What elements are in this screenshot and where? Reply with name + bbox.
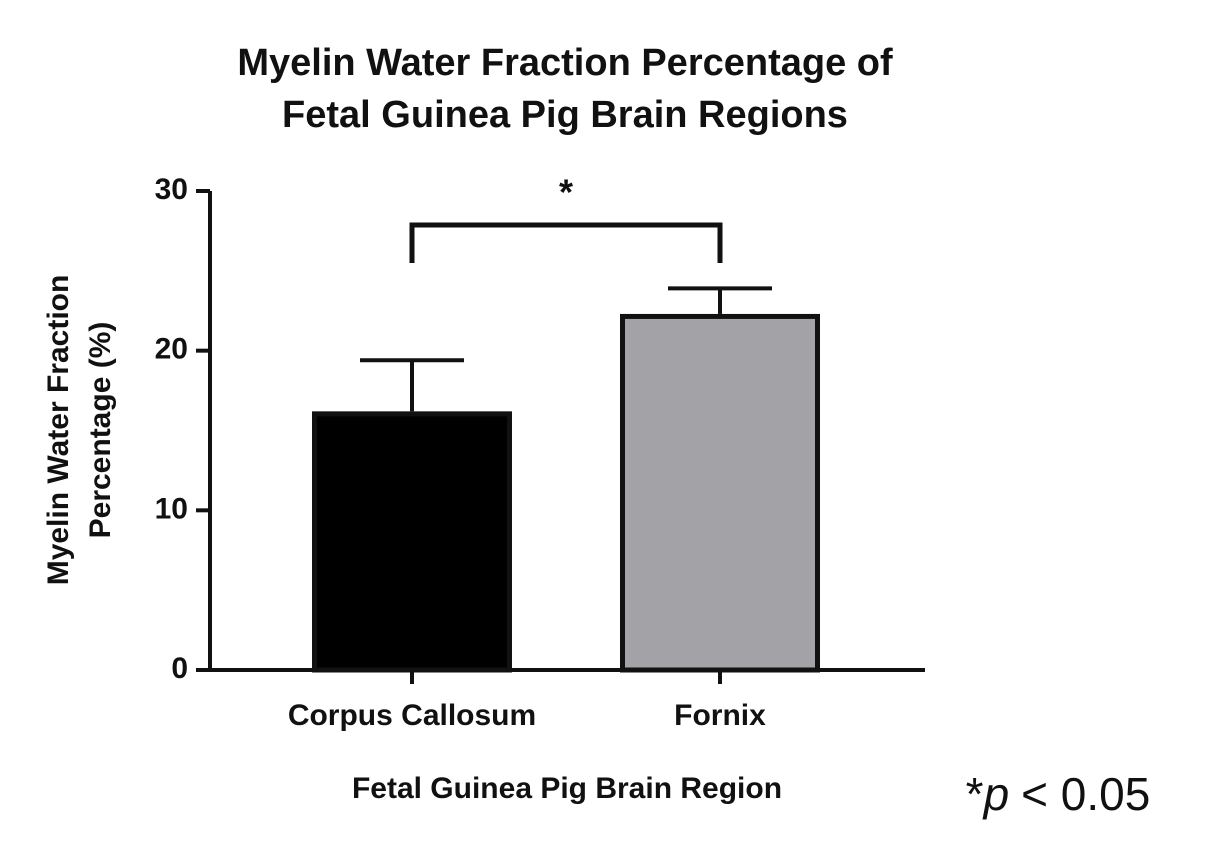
note-part: p <box>982 768 1010 820</box>
x-tick-label: Corpus Callosum <box>288 699 536 732</box>
note-part: < 0.05 <box>1021 768 1150 820</box>
significance-note: *p < 0.05 <box>966 768 1151 820</box>
y-axis-label: Myelin Water Fraction Percentage (%) <box>42 275 117 586</box>
note-part: * <box>966 768 984 820</box>
y-tick-label: 30 <box>155 173 188 206</box>
bar <box>620 313 820 673</box>
y-tick-label: 20 <box>155 333 188 366</box>
y-tick-label: 10 <box>155 492 188 525</box>
chart-title: Fetal Guinea Pig Brain Regions <box>282 94 848 136</box>
significance-star: * <box>559 172 573 213</box>
y-axis-label-line: Myelin Water Fraction <box>42 275 75 586</box>
y-tick-label: 0 <box>171 652 188 685</box>
chart-title: Myelin Water Fraction Percentage of <box>237 42 893 84</box>
y-axis-label-line: Percentage (%) <box>84 322 117 539</box>
x-tick-label: Fornix <box>674 699 766 732</box>
x-axis-label: Fetal Guinea Pig Brain Region <box>352 772 782 805</box>
significance-bracket <box>409 222 723 263</box>
bar <box>312 411 512 673</box>
